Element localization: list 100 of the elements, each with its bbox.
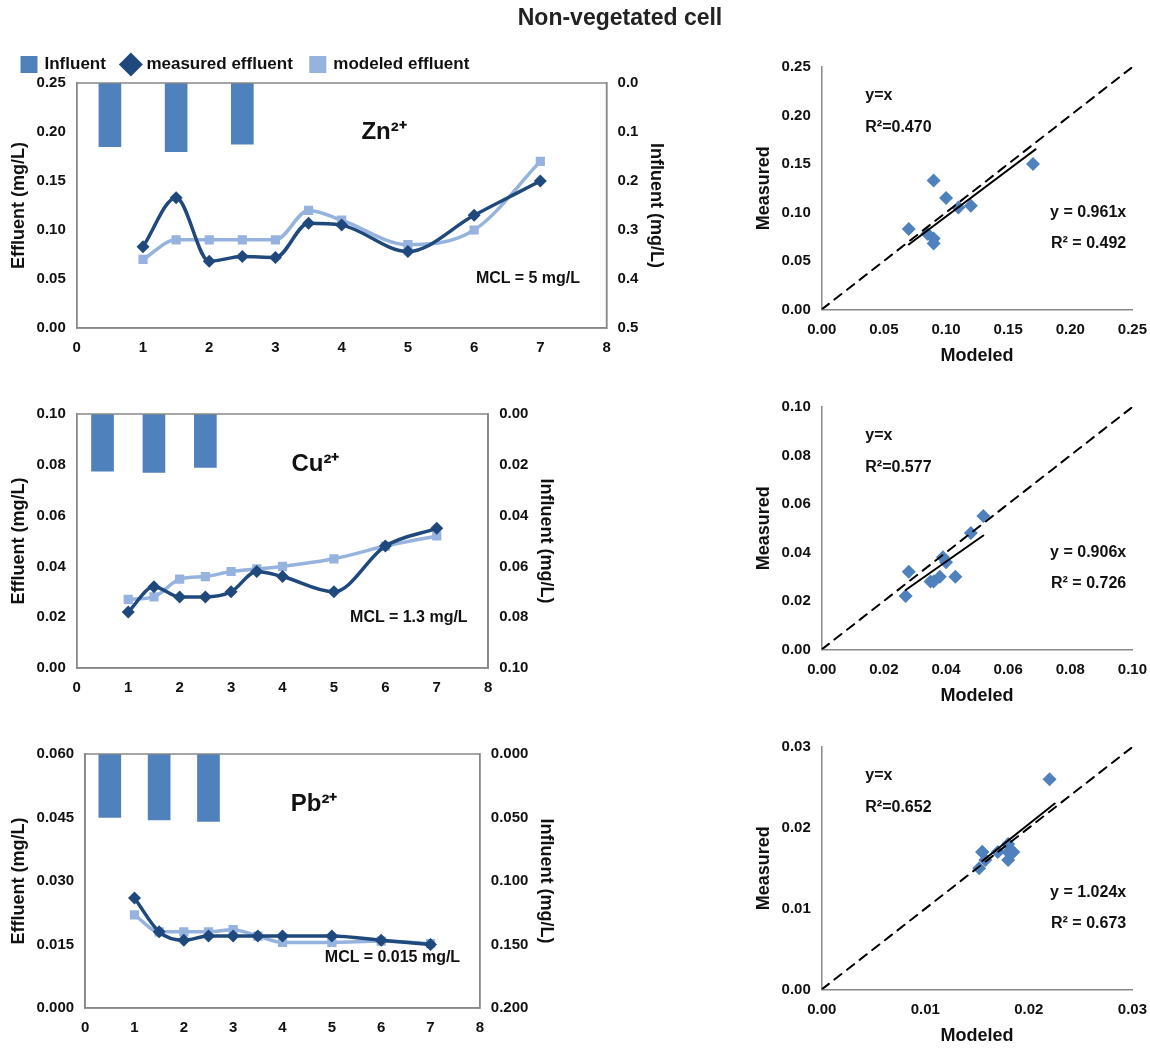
y-tick-label: 0.000	[36, 998, 75, 1016]
x-tick-label: 7	[426, 1018, 435, 1036]
x-tick-label: 4	[278, 1018, 288, 1036]
x-tick-label: 8	[484, 678, 493, 696]
y2-tick-label: 0.200	[490, 998, 529, 1016]
y-axis-title: Effluent (mg/L)	[7, 477, 28, 605]
x-tick-label: 5	[403, 338, 413, 356]
y-tick-label: 0.08	[781, 445, 811, 463]
y2-tick-label: 0.3	[617, 220, 639, 238]
y2-tick-label: 0.06	[499, 556, 529, 574]
y2-tick-label: 0.02	[499, 454, 529, 472]
x-tick-label: 2	[175, 678, 184, 696]
y-tick-label: 0.20	[781, 105, 811, 123]
y-tick-label: 0.00	[781, 299, 811, 317]
y-tick-label: 0.05	[781, 251, 811, 269]
x-tick-label: 0	[80, 1018, 90, 1036]
y2-tick-label: 0.04	[499, 505, 530, 523]
x-tick-label: 7	[432, 678, 441, 696]
y-tick-label: 0.01	[781, 898, 811, 916]
x-tick-label: 0.15	[993, 319, 1023, 337]
x-tick-label: 0.06	[993, 659, 1023, 677]
y2-tick-label: 0.4	[617, 269, 640, 287]
x-tick-label: 0	[72, 338, 81, 356]
y-tick-label: 0.06	[36, 505, 66, 523]
y2-axis-title: Influent (mg/L)	[647, 143, 668, 268]
y-axis-title: Measured	[752, 486, 773, 571]
y-tick-label: 0.015	[36, 934, 75, 952]
legend-label: measured effluent	[146, 54, 294, 74]
y-tick-label: 0.04	[781, 542, 812, 560]
y-tick-label: 0.00	[781, 979, 811, 997]
annotation: R²=0.577	[865, 458, 932, 476]
annotation: MCL = 5 mg/L	[475, 269, 581, 287]
x-tick-label: 4	[337, 338, 347, 356]
legend-label: Influent	[44, 54, 107, 74]
y-tick-label: 0.030	[36, 871, 75, 889]
y2-axis-title: Influent (mg/L)	[537, 818, 558, 944]
legend-label: modeled effluent	[333, 54, 470, 74]
y-tick-label: 0.10	[36, 404, 66, 422]
x-tick-label: 0.05	[869, 319, 899, 337]
y-tick-label: 0.25	[781, 57, 811, 75]
y-tick-label: 0.045	[36, 807, 75, 825]
x-tick-label: 0.00	[807, 999, 837, 1017]
annotation: y = 1.024x	[1050, 882, 1127, 900]
y-axis-title: Measured	[752, 146, 773, 231]
x-tick-label: 0.20	[1055, 319, 1085, 337]
annotation: y=x	[865, 426, 893, 444]
annotation: R² = 0.726	[1051, 574, 1127, 592]
x-tick-label: 2	[179, 1018, 188, 1036]
y-axis-title: Effluent (mg/L)	[7, 142, 28, 269]
x-tick-label: 6	[377, 1018, 386, 1036]
x-tick-label: 0.03	[1117, 999, 1147, 1017]
x-tick-label: 0	[72, 678, 81, 696]
y-tick-label: 0.060	[36, 744, 75, 762]
annotation: Zn²⁺	[361, 116, 407, 144]
x-tick-label: 5	[329, 678, 339, 696]
y-tick-label: 0.08	[36, 454, 66, 472]
y-tick-label: 0.04	[36, 556, 67, 574]
x-tick-label: 6	[381, 678, 390, 696]
x-axis-title: Modeled	[940, 1025, 1014, 1046]
x-tick-label: 0.00	[807, 319, 837, 337]
y-axis-title: Effluent (mg/L)	[7, 817, 28, 945]
x-tick-label: 3	[228, 1018, 238, 1036]
y-tick-label: 0.03	[781, 737, 811, 755]
annotation: Pb²⁺	[290, 789, 338, 817]
y2-tick-label: 0.000	[490, 744, 529, 762]
x-tick-label: 0.00	[807, 659, 837, 677]
annotation: y=x	[865, 86, 893, 104]
annotation: R²=0.470	[865, 118, 932, 136]
x-tick-label: 0.02	[869, 659, 899, 677]
y2-tick-label: 0.5	[617, 318, 639, 336]
x-tick-label: 8	[602, 338, 611, 356]
annotation: y = 0.906x	[1050, 542, 1127, 560]
x-tick-label: 0.02	[1014, 999, 1044, 1017]
x-tick-label: 8	[475, 1018, 485, 1036]
annotation: MCL = 1.3 mg/L	[350, 607, 468, 625]
x-tick-label: 1	[124, 678, 133, 696]
x-tick-label: 0.08	[1055, 659, 1085, 677]
y2-tick-label: 0.00	[499, 404, 529, 422]
x-tick-label: 7	[536, 338, 545, 356]
x-tick-label: 3	[226, 678, 236, 696]
x-tick-label: 3	[271, 338, 280, 356]
y2-tick-label: 0.050	[490, 807, 529, 825]
x-axis-title: Modeled	[940, 685, 1014, 706]
annotation: Cu²⁺	[291, 449, 340, 477]
y-tick-label: 0.02	[781, 591, 811, 609]
annotation: y=x	[865, 766, 893, 784]
x-tick-label: 4	[278, 678, 288, 696]
y-tick-label: 0.20	[36, 122, 66, 140]
chart-title: Non-vegetated cell	[516, 4, 724, 31]
x-tick-label: 0.10	[931, 319, 961, 337]
x-tick-label: 2	[205, 338, 214, 356]
x-tick-label: 1	[138, 338, 148, 356]
y2-tick-label: 0.0	[617, 73, 639, 91]
x-tick-label: 0.25	[1117, 319, 1147, 337]
y-tick-label: 0.02	[36, 607, 66, 625]
y2-axis-title: Influent (mg/L)	[537, 478, 558, 604]
y-tick-label: 0.05	[36, 269, 66, 287]
y-tick-label: 0.10	[36, 220, 66, 238]
y2-tick-label: 0.08	[499, 607, 529, 625]
x-tick-label: 0.10	[1117, 659, 1147, 677]
